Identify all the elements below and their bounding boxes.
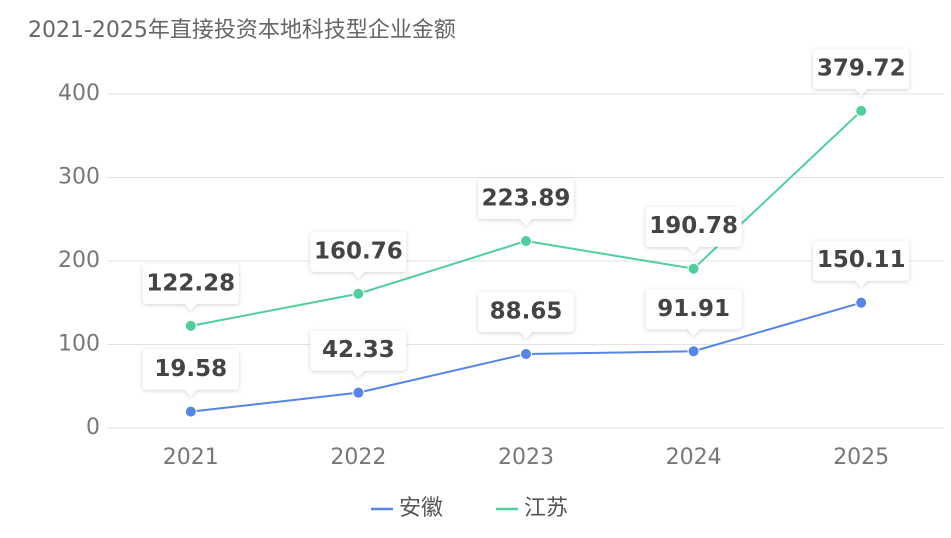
data-label-box: 42.33 xyxy=(310,330,407,378)
data-label: 91.91 xyxy=(657,296,730,322)
data-label-box: 223.89 xyxy=(478,179,574,227)
label-bubble xyxy=(645,206,742,254)
x-tick-label: 2021 xyxy=(163,445,219,470)
label-bubble xyxy=(310,231,407,279)
data-point xyxy=(520,347,532,360)
data-point xyxy=(352,287,365,300)
legend-label: 安徽 xyxy=(399,496,443,521)
data-label: 223.89 xyxy=(482,186,571,212)
data-label-box: 19.58 xyxy=(142,349,239,397)
data-label: 160.76 xyxy=(314,238,403,264)
data-label-box: 122.28 xyxy=(142,263,239,311)
label-bubble xyxy=(142,263,239,311)
y-tick-label: 400 xyxy=(58,81,100,106)
data-label: 122.28 xyxy=(146,270,235,296)
y-tick-label: 200 xyxy=(58,248,100,273)
legend-label: 江苏 xyxy=(524,496,568,521)
data-label-box: 190.78 xyxy=(645,206,742,254)
x-tick-label: 2024 xyxy=(666,445,722,470)
data-point xyxy=(855,296,868,309)
data-label-box: 160.76 xyxy=(310,231,407,279)
data-label-box: 150.11 xyxy=(813,240,910,288)
label-bubble xyxy=(813,48,910,96)
x-tick-label: 2025 xyxy=(833,445,889,470)
label-bubble xyxy=(813,240,910,288)
data-point xyxy=(520,235,532,248)
data-label-box: 379.72 xyxy=(813,48,910,96)
label-bubble xyxy=(478,179,574,227)
label-bubble xyxy=(478,291,574,339)
data-label: 150.11 xyxy=(817,247,906,273)
label-bubble xyxy=(645,289,742,337)
x-tick-label: 2023 xyxy=(498,445,554,470)
x-tick-label: 2022 xyxy=(330,445,386,470)
data-point xyxy=(687,345,700,358)
data-point xyxy=(687,262,700,275)
data-point xyxy=(352,386,365,399)
data-label-box: 91.91 xyxy=(645,289,742,337)
data-label: 19.58 xyxy=(154,356,227,382)
y-tick-label: 0 xyxy=(86,415,100,440)
data-label-box: 88.65 xyxy=(478,291,574,339)
label-bubble xyxy=(142,349,239,397)
chart-title: 2021-2025年直接投资本地科技型企业金额 xyxy=(28,18,456,43)
y-tick-label: 300 xyxy=(58,165,100,190)
data-point xyxy=(184,405,197,418)
data-label: 190.78 xyxy=(649,213,738,239)
data-point xyxy=(855,104,868,117)
data-label: 379.72 xyxy=(817,55,906,81)
label-bubble xyxy=(310,330,407,378)
data-label: 88.65 xyxy=(490,298,563,324)
data-label: 42.33 xyxy=(322,337,395,363)
data-point xyxy=(184,319,197,332)
y-tick-label: 100 xyxy=(58,332,100,357)
